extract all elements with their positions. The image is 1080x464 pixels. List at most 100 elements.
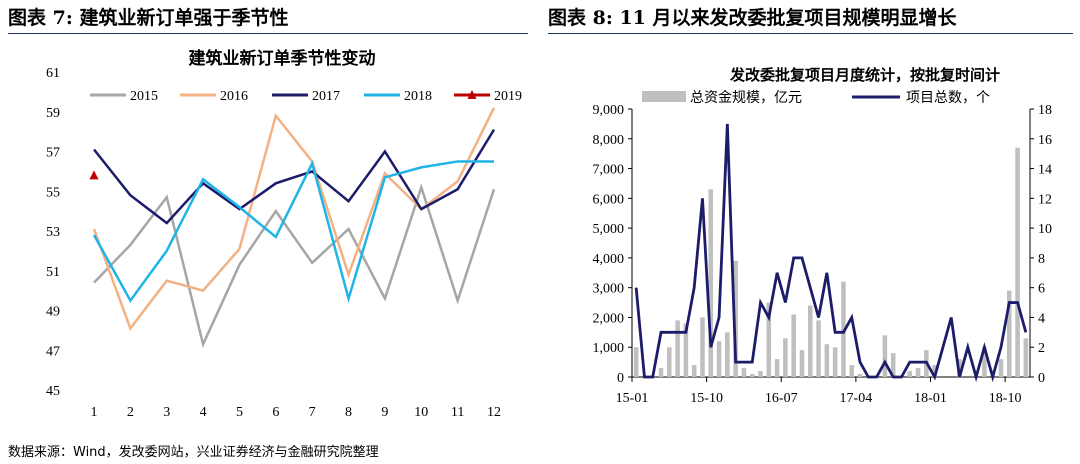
bar: [741, 368, 747, 377]
bar: [932, 365, 937, 377]
bar: [675, 320, 680, 377]
bar: [683, 323, 689, 377]
y-left-tick-label: 5,000: [593, 222, 625, 237]
legend-marker-2019: [467, 90, 477, 99]
bar: [907, 371, 913, 377]
y-tick-label: 59: [46, 106, 60, 121]
x-tick-label: 8: [345, 405, 352, 420]
y-right-tick-label: 16: [1038, 133, 1052, 148]
project-count-line: [634, 123, 1028, 383]
y-left-tick-label: 8,000: [593, 133, 625, 148]
bar: [1015, 147, 1020, 377]
y-left-tick-label: 4,000: [593, 252, 625, 267]
bar: [1023, 338, 1029, 377]
y-right-tick-label: 4: [1038, 311, 1045, 326]
bar: [749, 374, 755, 377]
y-left-tick-label: 7,000: [593, 163, 625, 178]
y-right-tick-label: 6: [1038, 282, 1045, 297]
x-tick-label: 1: [91, 405, 98, 420]
left-figure-header: 图表 7: 建筑业新订单强于季节性: [8, 6, 289, 29]
x-tick-label: 15-01: [616, 391, 649, 406]
bar: [832, 347, 838, 377]
legend-swatch-bars: [642, 91, 686, 102]
y-tick-label: 53: [46, 225, 60, 240]
y-right-tick-label: 0: [1038, 371, 1045, 386]
y-left-tick-label: 6,000: [593, 192, 625, 207]
series-2016-line: [92, 107, 496, 331]
y-tick-label: 51: [46, 265, 60, 280]
y-tick-label: 45: [46, 384, 60, 399]
x-tick-label: 9: [381, 405, 388, 420]
y-tick-label: 61: [46, 66, 60, 81]
y-tick-label: 49: [46, 305, 60, 320]
bar: [1006, 290, 1012, 377]
y-right-tick-label: 12: [1038, 192, 1052, 207]
y-tick-label: 55: [46, 185, 60, 200]
legend-label: 项目总数，个: [906, 90, 990, 106]
bar: [982, 347, 987, 377]
right-figure-header: 图表 8: 11 月以来发改委批复项目规模明显增长: [548, 6, 957, 29]
x-tick-label: 16-07: [765, 391, 798, 406]
x-tick-label: 18-01: [914, 391, 947, 406]
y-tick-label: 47: [46, 344, 60, 359]
bar: [890, 353, 896, 377]
bar: [658, 368, 664, 377]
bar: [783, 338, 788, 377]
bar: [915, 368, 921, 377]
y-left-tick-label: 0: [617, 371, 624, 386]
y-right-tick-label: 14: [1038, 163, 1052, 178]
legend-label: 2018: [404, 89, 432, 104]
bar: [799, 350, 805, 377]
y-tick-label: 57: [46, 146, 60, 161]
x-tick-label: 15-10: [690, 391, 723, 406]
bar: [849, 365, 855, 377]
bar: [807, 305, 813, 377]
bar: [774, 359, 780, 377]
legend-label: 2016: [220, 89, 248, 104]
bar: [667, 347, 672, 377]
x-tick-label: 11: [451, 405, 464, 420]
legend-label: 总资金规模，亿元: [690, 90, 802, 106]
series-2015-line: [93, 183, 496, 349]
bar: [882, 335, 888, 377]
legend-label: 2015: [130, 89, 158, 104]
bar: [816, 320, 821, 377]
x-tick-label: 10: [414, 405, 428, 420]
x-tick-label: 17-04: [840, 391, 873, 406]
y-right-tick-label: 2: [1038, 341, 1045, 356]
bar: [733, 260, 738, 377]
right-header-rule: [548, 33, 1073, 34]
bar: [766, 302, 772, 377]
bar: [791, 314, 796, 377]
bar: [708, 189, 714, 377]
legend-label: 2017: [312, 89, 340, 104]
y-left-tick-label: 3,000: [593, 282, 625, 297]
bar: [725, 332, 730, 377]
bar: [857, 374, 863, 377]
x-tick-label: 4: [200, 405, 207, 420]
y-right-tick-label: 18: [1038, 103, 1052, 118]
bar: [691, 365, 697, 377]
y-right-tick-label: 10: [1038, 222, 1052, 237]
bar: [758, 371, 763, 377]
bar: [700, 317, 705, 377]
x-tick-label: 18-10: [989, 391, 1022, 406]
y-left-tick-label: 1,000: [593, 341, 625, 356]
series-2017-line: [93, 128, 496, 225]
bar: [998, 359, 1004, 377]
y-left-tick-label: 2,000: [593, 311, 625, 326]
source-note: 数据来源：Wind，发改委网站，兴业证券经济与金融研究院整理: [8, 445, 379, 460]
series-2019-marker: [89, 170, 99, 180]
series-2018-line: [92, 159, 494, 304]
legend-label: 2019: [494, 89, 522, 104]
chart-title: 发改委批复项目月度统计，按批复时间计: [729, 66, 1000, 84]
y-right-tick-label: 8: [1038, 252, 1045, 267]
x-tick-label: 5: [236, 405, 243, 420]
bar: [716, 341, 722, 377]
y-left-tick-label: 9,000: [593, 103, 625, 118]
x-tick-label: 2: [127, 405, 134, 420]
bar: [824, 344, 830, 377]
chart-title: 建筑业新订单季节性变动: [189, 48, 376, 68]
